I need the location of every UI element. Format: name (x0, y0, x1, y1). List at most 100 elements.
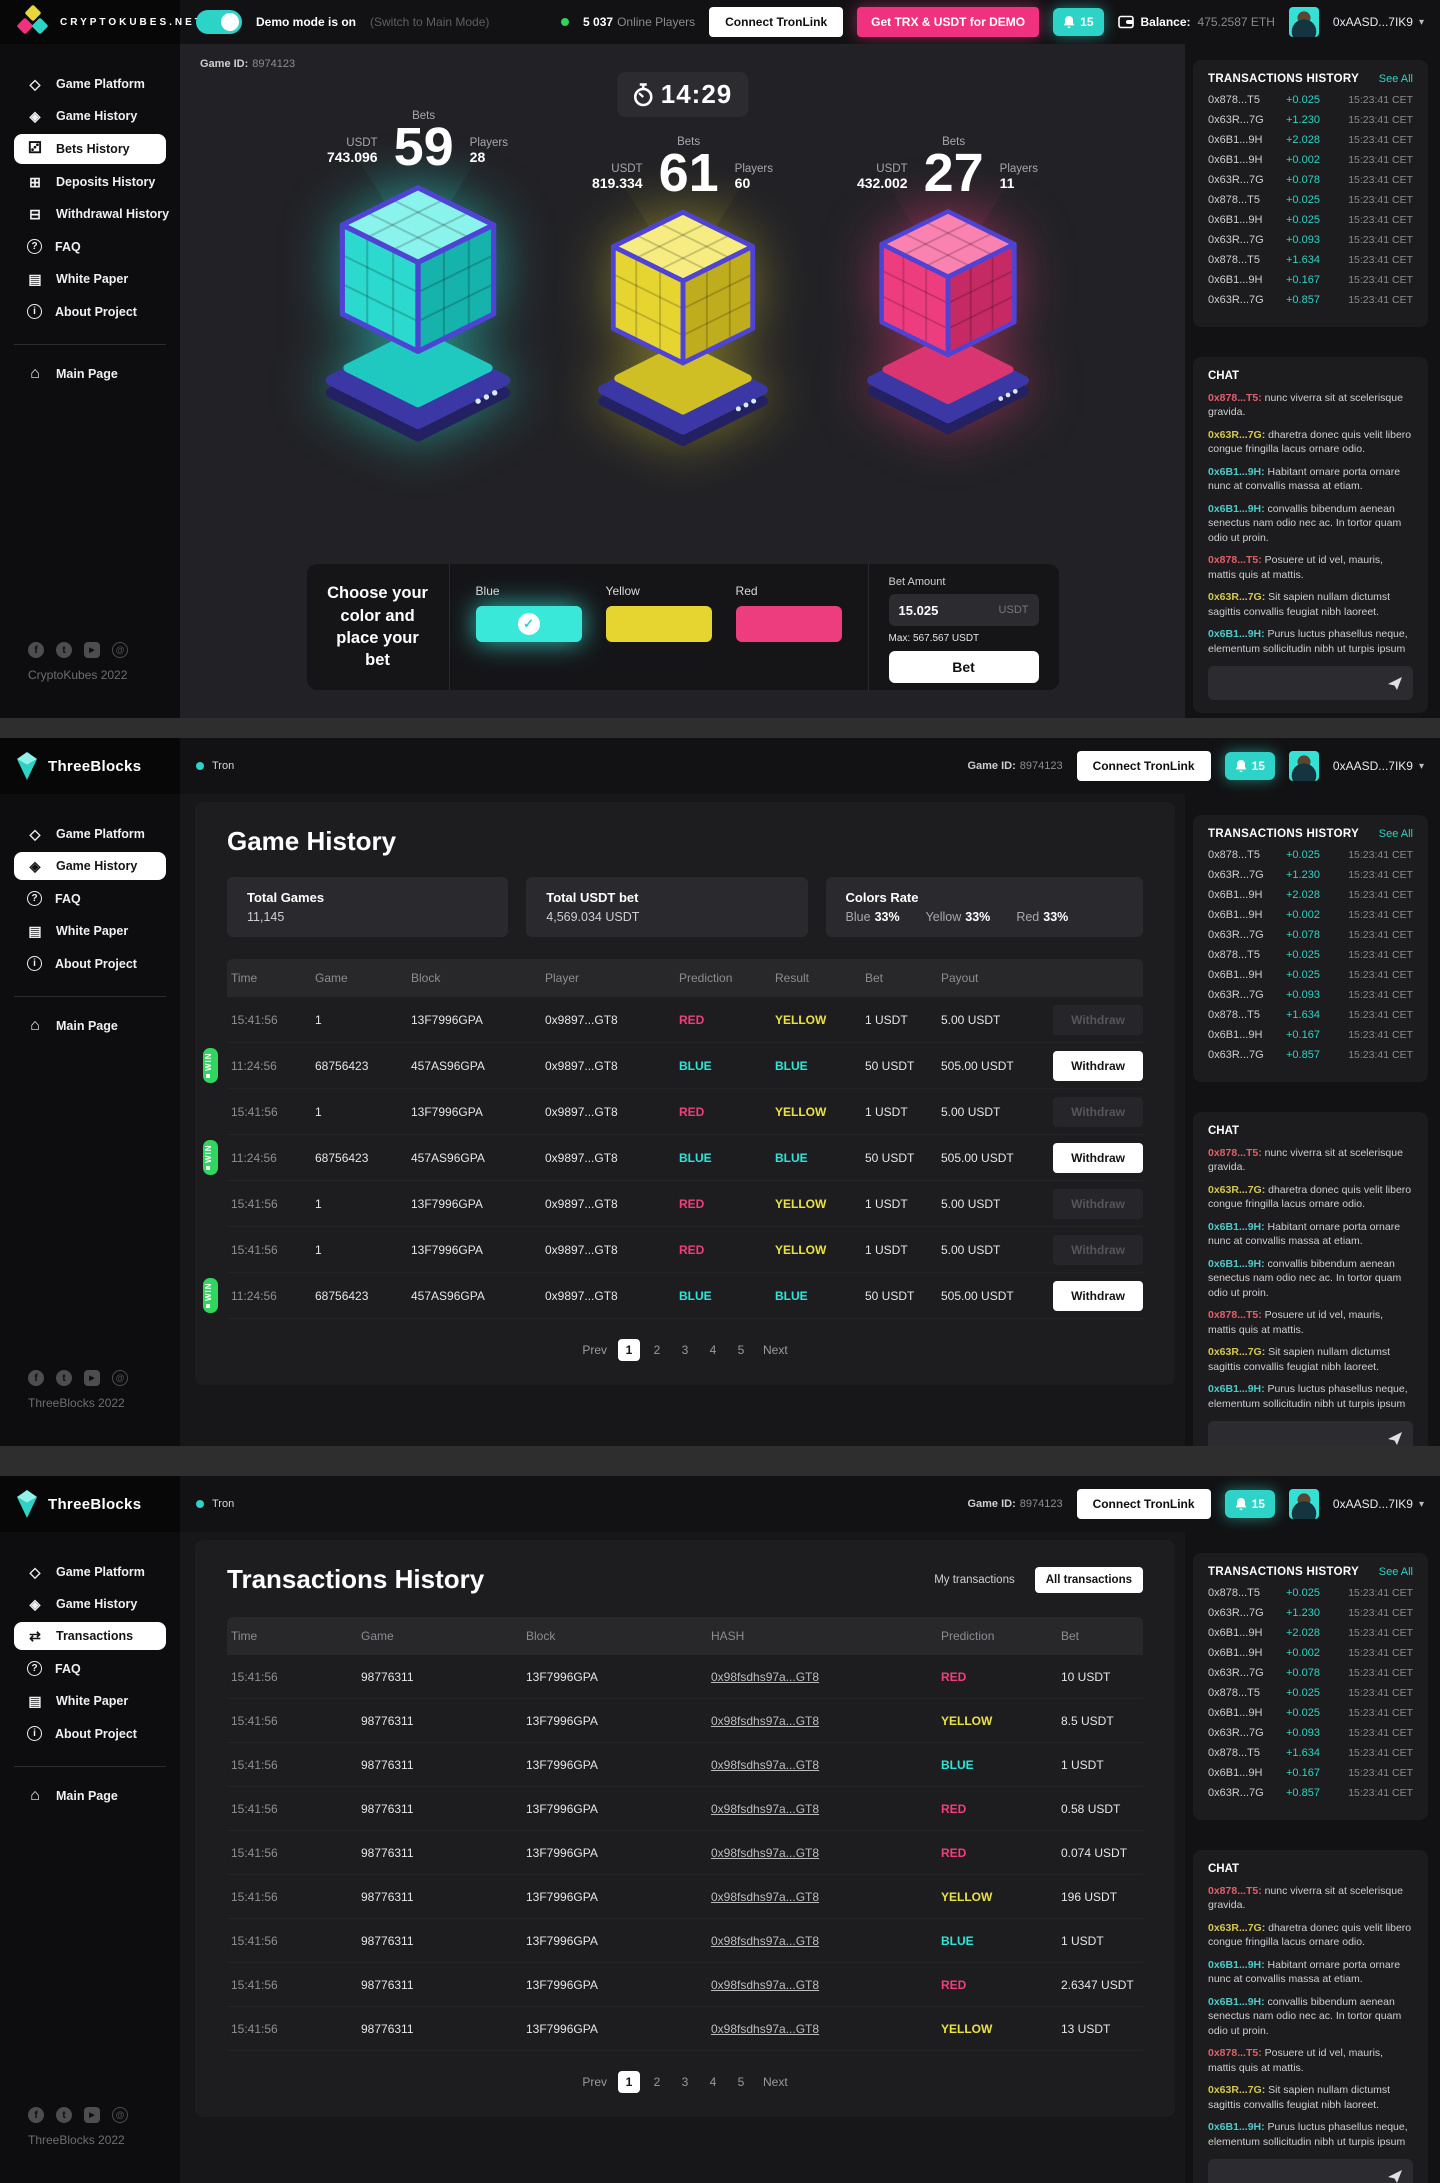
connect-tronlink-button[interactable]: Connect TronLink (1076, 1489, 1211, 1519)
avatar[interactable] (1288, 751, 1319, 781)
next-page[interactable]: Next (763, 1343, 788, 1357)
sidebar-item[interactable]: FAQ (14, 884, 166, 913)
chat-input[interactable] (1218, 2170, 1387, 2183)
sidebar-item[interactable]: Game History (14, 852, 166, 880)
color-swatch[interactable]: ✓ (605, 606, 712, 642)
page-number[interactable]: 4 (709, 2075, 717, 2089)
bet-amount-input[interactable] (898, 602, 999, 618)
send-button[interactable] (1387, 2168, 1403, 2183)
notifications-button[interactable]: 15 (1053, 8, 1104, 36)
send-button[interactable] (1387, 1430, 1403, 1446)
youtube-icon[interactable]: ▶ (84, 2107, 100, 2123)
send-button[interactable] (1387, 675, 1403, 691)
color-swatch[interactable]: ✓ (475, 606, 582, 642)
color-swatch[interactable]: ✓ (735, 606, 842, 642)
connect-tronlink-button[interactable]: Connect TronLink (1076, 751, 1211, 781)
sidebar-item[interactable]: About Project (14, 297, 166, 326)
page-number[interactable]: 4 (709, 1343, 717, 1357)
hash-link[interactable]: 0x98fsdhs97a...GT8 (711, 1977, 820, 1992)
withdraw-button[interactable]: Withdraw (1053, 1188, 1143, 1219)
email-icon[interactable]: @ (112, 1370, 128, 1386)
sidebar-item-main-page[interactable]: Main Page (14, 1011, 166, 1041)
twitter-icon[interactable]: t (56, 642, 72, 658)
facebook-icon[interactable]: f (28, 2107, 44, 2123)
hash-link[interactable]: 0x98fsdhs97a...GT8 (711, 1713, 820, 1728)
sidebar-item[interactable]: White Paper (14, 1687, 166, 1715)
hash-link[interactable]: 0x98fsdhs97a...GT8 (711, 1845, 820, 1860)
page-number[interactable]: 2 (653, 2075, 661, 2089)
withdraw-button[interactable]: Withdraw (1053, 1280, 1143, 1311)
prev-page[interactable]: Prev (582, 2075, 607, 2089)
game-cube[interactable]: USDT 432.002 Bets 27 Players 11 (815, 136, 1080, 454)
sidebar-item[interactable]: Game History (14, 1590, 166, 1618)
wallet-address-dropdown[interactable]: 0xAASD...7IK9 ▾ (1332, 759, 1424, 773)
see-all-link[interactable]: See All (1378, 828, 1413, 840)
avatar[interactable] (1288, 1489, 1319, 1519)
sidebar-item[interactable]: White Paper (14, 265, 166, 293)
sidebar-item[interactable]: About Project (14, 1719, 166, 1748)
sidebar-item[interactable]: FAQ (14, 1654, 166, 1683)
youtube-icon[interactable]: ▶ (84, 1370, 100, 1386)
chat-input[interactable] (1218, 1432, 1387, 1445)
sidebar-item[interactable]: Deposits History (14, 168, 166, 196)
facebook-icon[interactable]: f (28, 1370, 44, 1386)
page-number[interactable]: 2 (653, 1343, 661, 1357)
sidebar-item[interactable]: White Paper (14, 917, 166, 945)
page-number[interactable]: 3 (681, 2075, 689, 2089)
wallet-address-dropdown[interactable]: 0xAASD...7IK9 ▾ (1332, 1497, 1424, 1511)
withdraw-button[interactable]: Withdraw (1053, 1096, 1143, 1127)
my-transactions-tab[interactable]: My transactions (934, 1573, 1015, 1586)
hash-link[interactable]: 0x98fsdhs97a...GT8 (711, 1889, 820, 1904)
game-cube[interactable]: USDT 819.334 Bets 61 Players 60 (550, 136, 815, 454)
hash-link[interactable]: 0x98fsdhs97a...GT8 (711, 1669, 820, 1684)
logo-threeblocks[interactable]: ThreeBlocks (0, 738, 180, 794)
youtube-icon[interactable]: ▶ (84, 642, 100, 658)
sidebar-item[interactable]: Bets History (14, 134, 166, 164)
sidebar-item[interactable]: Game History (14, 102, 166, 130)
avatar[interactable] (1288, 7, 1319, 37)
logo-threeblocks[interactable]: ThreeBlocks (0, 1476, 180, 1532)
hash-link[interactable]: 0x98fsdhs97a...GT8 (711, 1801, 820, 1816)
all-transactions-tab[interactable]: All transactions (1034, 1566, 1143, 1593)
prev-page[interactable]: Prev (582, 1343, 607, 1357)
hash-link[interactable]: 0x98fsdhs97a...GT8 (711, 1933, 820, 1948)
twitter-icon[interactable]: t (56, 2107, 72, 2123)
sidebar-item[interactable]: Game Platform (14, 820, 166, 848)
sidebar-item[interactable]: Transactions (14, 1622, 166, 1650)
demo-mode-toggle[interactable] (196, 10, 242, 34)
sidebar-item[interactable]: About Project (14, 949, 166, 978)
switch-mode-link[interactable]: (Switch to Main Mode) (370, 15, 490, 29)
sidebar-item-main-page[interactable]: Main Page (14, 359, 166, 389)
see-all-link[interactable]: See All (1378, 1566, 1413, 1578)
page-number[interactable]: 5 (737, 1343, 745, 1357)
withdraw-button[interactable]: Withdraw (1053, 1050, 1143, 1081)
sidebar-item[interactable]: FAQ (14, 232, 166, 261)
see-all-link[interactable]: See All (1378, 73, 1413, 85)
withdraw-button[interactable]: Withdraw (1053, 1234, 1143, 1265)
sidebar-item[interactable]: Withdrawal History (14, 200, 169, 228)
next-page[interactable]: Next (763, 2075, 788, 2089)
wallet-address-dropdown[interactable]: 0xAASD...7IK9 ▾ (1332, 15, 1424, 29)
get-demo-funds-button[interactable]: Get TRX & USDT for DEMO (857, 7, 1040, 37)
sidebar-item[interactable]: Game Platform (14, 70, 166, 98)
logo-cryptokubes[interactable]: CRYPTOKUBES.NET (0, 0, 201, 44)
bet-button[interactable]: Bet (888, 651, 1039, 683)
sidebar-item[interactable]: Game Platform (14, 1558, 166, 1586)
notifications-button[interactable]: 15 (1224, 752, 1275, 780)
hash-link[interactable]: 0x98fsdhs97a...GT8 (711, 2021, 820, 2036)
hash-link[interactable]: 0x98fsdhs97a...GT8 (711, 1757, 820, 1772)
email-icon[interactable]: @ (112, 642, 128, 658)
page-number[interactable]: 1 (618, 1339, 640, 1361)
twitter-icon[interactable]: t (56, 1370, 72, 1386)
sidebar-item-main-page[interactable]: Main Page (14, 1781, 166, 1811)
connect-tronlink-button[interactable]: Connect TronLink (709, 7, 844, 37)
withdraw-button[interactable]: Withdraw (1053, 1004, 1143, 1035)
email-icon[interactable]: @ (112, 2107, 128, 2123)
page-number[interactable]: 1 (618, 2071, 640, 2093)
game-cube[interactable]: USDT 743.096 Bets 59 Players 28 (285, 110, 550, 454)
withdraw-button[interactable]: Withdraw (1053, 1142, 1143, 1173)
chat-input[interactable] (1218, 677, 1387, 690)
facebook-icon[interactable]: f (28, 642, 44, 658)
notifications-button[interactable]: 15 (1224, 1490, 1275, 1518)
page-number[interactable]: 5 (737, 2075, 745, 2089)
